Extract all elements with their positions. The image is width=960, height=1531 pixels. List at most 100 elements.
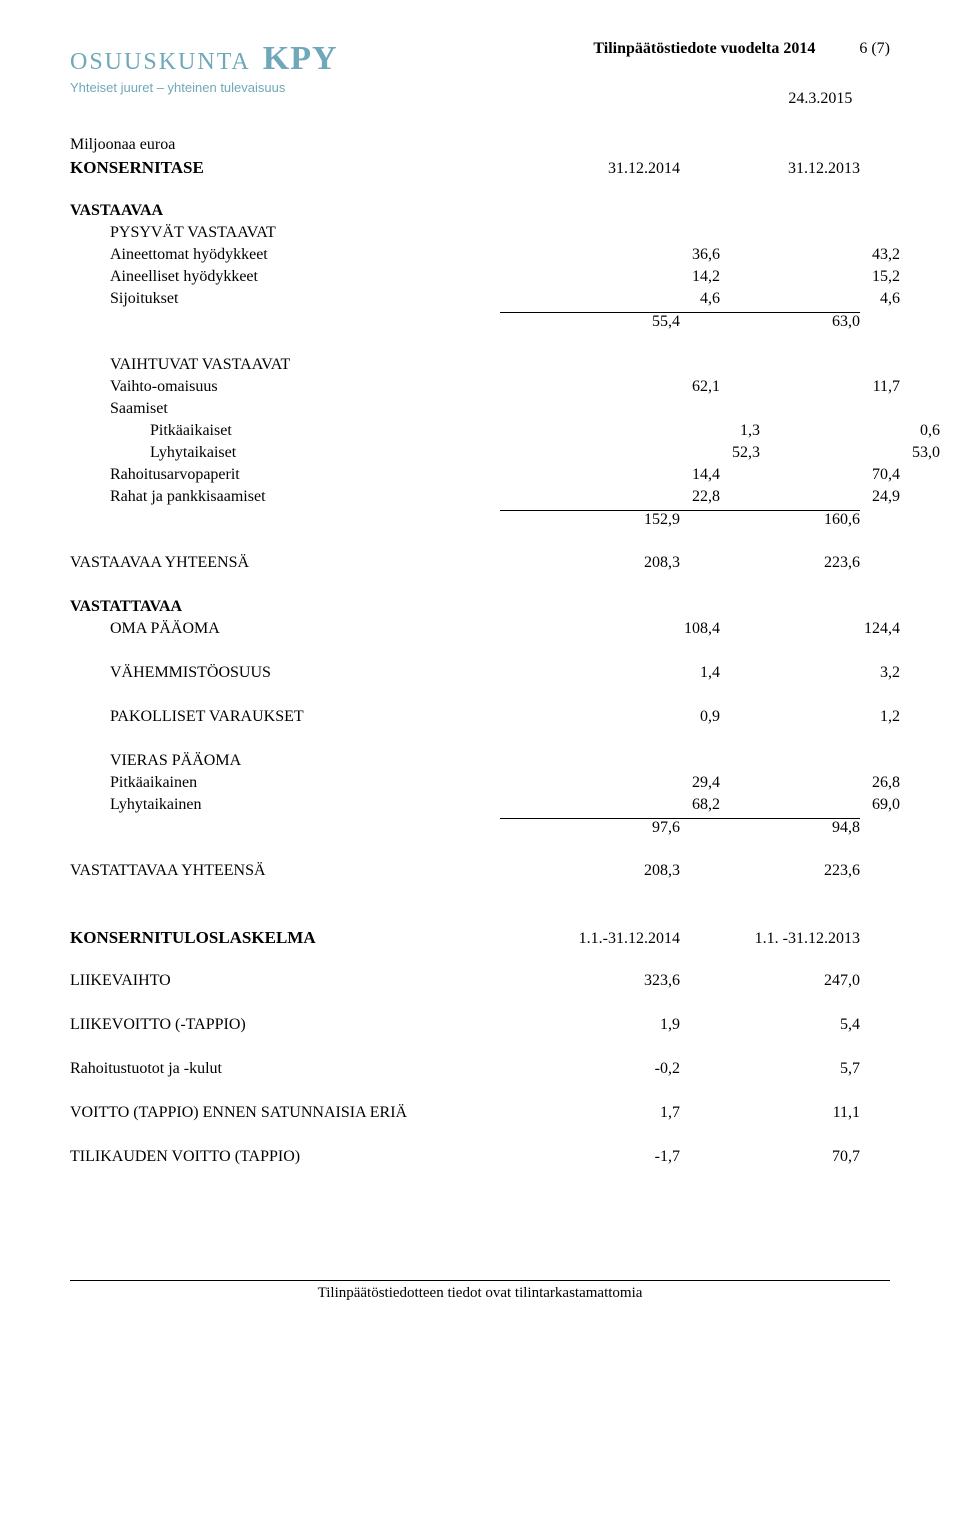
vieras-pitka-row: Pitkäaikainen 29,4 26,8: [70, 774, 890, 796]
vastaavaa-title-row: VASTAAVAA: [70, 202, 890, 224]
vaihto-v2: 11,7: [720, 378, 900, 396]
rahat-v1: 22,8: [540, 488, 720, 506]
vieras-pitka-v1: 29,4: [540, 774, 720, 792]
footer-divider: [70, 1280, 890, 1281]
logo-word1: OSUUSKUNTA: [70, 49, 251, 76]
rahoitusarvo-row: Rahoitusarvopaperit 14,4 70,4: [70, 466, 890, 488]
pitka-v1: 1,3: [580, 422, 760, 440]
vahemmisto-v1: 1,4: [540, 664, 720, 682]
logo-line1: OSUUSKUNTA KPY: [70, 40, 338, 78]
logo-word2: KPY: [263, 40, 338, 78]
tilikauden-v2: 70,7: [680, 1148, 860, 1166]
ennen-row: VOITTO (TAPPIO) ENNEN SATUNNAISIA ERIÄ 1…: [70, 1104, 890, 1126]
spacer: [70, 950, 890, 972]
lyhyt-v2: 53,0: [760, 444, 940, 462]
aineettomat-label: Aineettomat hyödykkeet: [70, 246, 540, 264]
vastattavaa-yhteensa-label: VASTATTAVAA YHTEENSÄ: [70, 862, 500, 880]
liikevoitto-v1: 1,9: [500, 1016, 680, 1034]
vaihto-row: Vaihto-omaisuus 62,1 11,7: [70, 378, 890, 400]
vaihto-v1: 62,1: [540, 378, 720, 396]
vieras-pitka-label: Pitkäaikainen: [70, 774, 540, 792]
vastattavaa-title: VASTATTAVAA: [70, 598, 500, 616]
tilikauden-row: TILIKAUDEN VOITTO (TAPPIO) -1,7 70,7: [70, 1148, 890, 1170]
rahoitusarvo-v1: 14,4: [540, 466, 720, 484]
vieras-lyhyt-v2: 69,0: [720, 796, 900, 814]
aineettomat-v1: 36,6: [540, 246, 720, 264]
intro-line: Miljoonaa euroa: [70, 136, 890, 158]
pysyvat-sum-v1: 55,4: [500, 312, 680, 331]
vaihtuvat-sum-row: 152,9 160,6: [70, 510, 890, 532]
vaihtuvat-label: VAIHTUVAT VASTAAVAT: [70, 356, 540, 374]
pitka-v2: 0,6: [760, 422, 940, 440]
pakolliset-label: PAKOLLISET VARAUKSET: [70, 708, 540, 726]
rahoitus-v2: 5,7: [680, 1060, 860, 1078]
spacer: [70, 686, 890, 708]
liikevaihto-label: LIIKEVAIHTO: [70, 972, 500, 990]
aineelliset-label: Aineelliset hyödykkeet: [70, 268, 540, 286]
pysyvat-row: PYSYVÄT VASTAAVAT: [70, 224, 890, 246]
pakolliset-row: PAKOLLISET VARAUKSET 0,9 1,2: [70, 708, 890, 730]
liikevoitto-row: LIIKEVOITTO (-TAPPIO) 1,9 5,4: [70, 1016, 890, 1038]
aineettomat-v2: 43,2: [720, 246, 900, 264]
pitka-label: Pitkäaikaiset: [70, 422, 580, 440]
vaihtuvat-sum-v2: 160,6: [680, 510, 860, 529]
vastaavaa-yhteensa-row: VASTAAVAA YHTEENSÄ 208,3 223,6: [70, 554, 890, 576]
footer: Tilinpäätöstiedotteen tiedot ovat tilint…: [70, 1280, 890, 1302]
rahat-label: Rahat ja pankkisaamiset: [70, 488, 540, 506]
tulos-col1: 1.1.-31.12.2014: [500, 930, 680, 948]
tilikauden-label: TILIKAUDEN VOITTO (TAPPIO): [70, 1148, 500, 1166]
header-date: 24.3.2015: [788, 90, 890, 108]
aineettomat-row: Aineettomat hyödykkeet 36,6 43,2: [70, 246, 890, 268]
spacer: [70, 1082, 890, 1104]
vahemmisto-v2: 3,2: [720, 664, 900, 682]
saamiset-row: Saamiset: [70, 400, 890, 422]
pakolliset-v2: 1,2: [720, 708, 900, 726]
sijoitukset-v1: 4,6: [540, 290, 720, 308]
vieras-lyhyt-row: Lyhytaikainen 68,2 69,0: [70, 796, 890, 818]
spacer: [70, 180, 890, 202]
oma-v2: 124,4: [720, 620, 900, 638]
pysyvat-sum-v2: 63,0: [680, 312, 860, 331]
tulos-header: KONSERNITULOSLASKELMA 1.1.-31.12.2014 1.…: [70, 928, 890, 950]
rahat-row: Rahat ja pankkisaamiset 22,8 24,9: [70, 488, 890, 510]
pysyvat-label: PYSYVÄT VASTAAVAT: [70, 224, 540, 242]
vieras-label: VIERAS PÄÄOMA: [70, 752, 540, 770]
vastattavaa-title-row: VASTATTAVAA: [70, 598, 890, 620]
logo-tagline: Yhteiset juuret – yhteinen tulevaisuus: [70, 80, 285, 95]
vaihto-label: Vaihto-omaisuus: [70, 378, 540, 396]
spacer: [70, 906, 890, 928]
header-title: Tilinpäätöstiedote vuodelta 2014: [593, 40, 815, 57]
spacer: [70, 884, 890, 906]
liikevoitto-v2: 5,4: [680, 1016, 860, 1034]
vastaavaa-yhteensa-v2: 223,6: [680, 554, 860, 572]
logo: OSUUSKUNTA KPY Yhteiset juuret – yhteine…: [70, 40, 338, 95]
spacer: [70, 642, 890, 664]
ennen-v1: 1,7: [500, 1104, 680, 1122]
vastaavaa-title: VASTAAVAA: [70, 202, 500, 220]
rahoitusarvo-v2: 70,4: [720, 466, 900, 484]
lyhyt-row: Lyhytaikaiset 52,3 53,0: [70, 444, 890, 466]
vastattavaa-yhteensa-v1: 208,3: [500, 862, 680, 880]
vieras-pitka-v2: 26,8: [720, 774, 900, 792]
header-title-row: Tilinpäätöstiedote vuodelta 2014 6 (7): [593, 40, 890, 58]
konsernitase-col2: 31.12.2013: [680, 160, 860, 178]
ennen-v2: 11,1: [680, 1104, 860, 1122]
spacer: [70, 576, 890, 598]
header-row: OSUUSKUNTA KPY Yhteiset juuret – yhteine…: [70, 40, 890, 108]
konsernitase-title: KONSERNITASE: [70, 158, 500, 178]
konsernitase-col1: 31.12.2014: [500, 160, 680, 178]
liikevoitto-label: LIIKEVOITTO (-TAPPIO): [70, 1016, 500, 1034]
oma-row: OMA PÄÄOMA 108,4 124,4: [70, 620, 890, 642]
sijoitukset-label: Sijoitukset: [70, 290, 540, 308]
oma-label: OMA PÄÄOMA: [70, 620, 540, 638]
aineelliset-row: Aineelliset hyödykkeet 14,2 15,2: [70, 268, 890, 290]
lyhyt-label: Lyhytaikaiset: [70, 444, 580, 462]
vieras-sum-v2: 94,8: [680, 818, 860, 837]
spacer: [70, 334, 890, 356]
intro: Miljoonaa euroa: [70, 136, 500, 154]
vieras-lyhyt-label: Lyhytaikainen: [70, 796, 540, 814]
header-right: Tilinpäätöstiedote vuodelta 2014 6 (7) 2…: [593, 40, 890, 108]
spacer: [70, 730, 890, 752]
vieras-sum-row: 97,6 94,8: [70, 818, 890, 840]
aineelliset-v1: 14,2: [540, 268, 720, 286]
